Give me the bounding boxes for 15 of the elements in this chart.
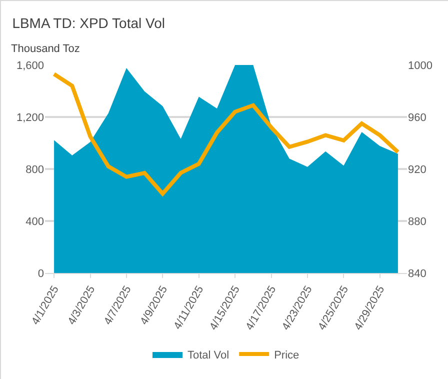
y-tick-label: 800 — [26, 164, 44, 176]
y2-tick-label: 960 — [408, 112, 426, 124]
y2-tick-label: 840 — [408, 268, 426, 280]
line-series — [52, 72, 400, 196]
legend-label: Price — [274, 349, 300, 362]
y-tick-label: 400 — [26, 216, 44, 228]
y2-tick-label: 1000 — [408, 60, 432, 72]
legend-label: Total Vol — [188, 349, 230, 362]
chart-title: LBMA TD: XPD Total Vol — [12, 14, 165, 31]
y-tick-label: 1,200 — [16, 112, 44, 124]
y-axis-title: Thousand Toz — [11, 43, 80, 55]
y-tick-label: 0 — [38, 268, 44, 280]
y2-tick-label: 880 — [408, 216, 426, 228]
y2-tick-label: 920 — [408, 164, 426, 176]
y-tick-label: 1,600 — [16, 60, 44, 72]
